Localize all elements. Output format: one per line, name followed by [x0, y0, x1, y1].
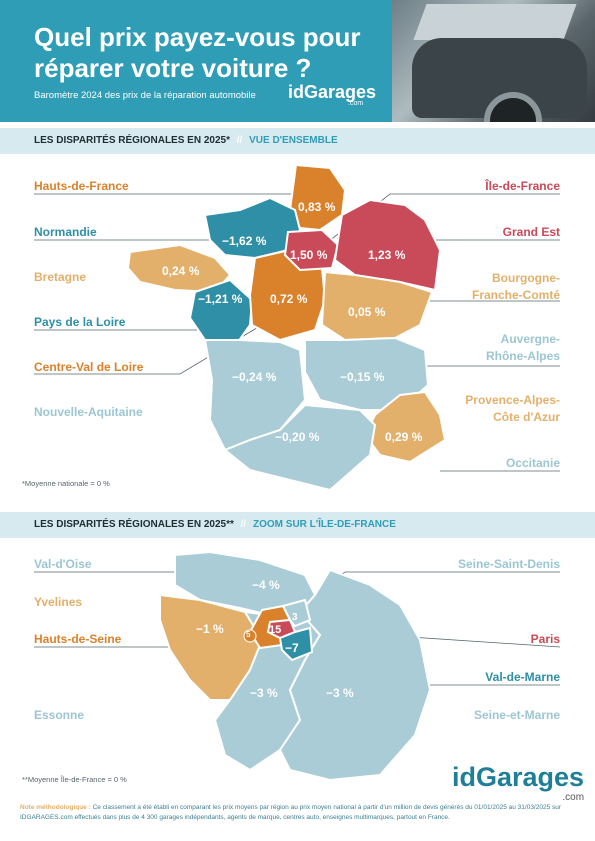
value-pays-de-la-loire: −1,21 %	[198, 292, 243, 306]
value-hauts-de-seine: 5	[246, 630, 251, 639]
label-ile-de-france: Île-de-France	[485, 179, 560, 193]
label-bretagne: Bretagne	[34, 270, 87, 284]
section1-highlight: VUE D'ENSEMBLE	[249, 135, 338, 146]
section2-separator: //	[240, 519, 247, 530]
footnote-national: *Moyenne nationale = 0 %	[22, 479, 110, 488]
label-hauts-de-france: Hauts-de-France	[34, 179, 129, 193]
value-essonne: −3 %	[250, 686, 278, 700]
dept-val-de-marne	[278, 626, 314, 662]
label-paca-line1: Provence-Alpes-	[465, 393, 560, 407]
methodology-note: Note méthodologique : Ce classement a ét…	[20, 803, 575, 823]
brand-logo-com: .com	[562, 792, 585, 803]
label-bfc-line2: Franche-Comté	[471, 288, 560, 302]
value-grand-est: 1,23 %	[368, 248, 406, 262]
label-seine-et-marne: Seine-et-Marne	[473, 708, 560, 722]
label-val-de-marne: Val-de-Marne	[485, 670, 560, 684]
label-grand-est: Grand Est	[502, 225, 560, 239]
value-seine-et-marne: −3 %	[326, 686, 354, 700]
page-title: Quel prix payez-vous pour réparer votre …	[34, 22, 384, 84]
section2-band: LES DISPARITÉS RÉGIONALES EN 2025** // Z…	[0, 512, 595, 538]
value-paris: 15	[269, 624, 282, 636]
label-yvelines: Yvelines	[34, 595, 83, 609]
value-hauts-de-france: 0,83 %	[298, 200, 336, 214]
label-seine-saint-denis: Seine-Saint-Denis	[457, 557, 560, 571]
label-pays-de-la-loire: Pays de la Loire	[34, 315, 126, 329]
label-ara-line1: Auvergne-	[500, 332, 560, 346]
dept-seine-et-marne	[278, 568, 432, 782]
methodology-title: Note méthodologique :	[20, 804, 91, 811]
region-pays-de-la-loire	[188, 278, 254, 344]
title-line2: réparer votre voiture ?	[34, 53, 312, 83]
label-occitanie: Occitanie	[505, 456, 560, 470]
value-centre-val-de-loire: 0,72 %	[270, 292, 308, 306]
label-bfc-line1: Bourgogne-	[492, 271, 560, 285]
section2-heading-text: LES DISPARITÉS RÉGIONALES EN 2025**	[34, 519, 234, 530]
logo-small-com: .com	[348, 100, 364, 107]
value-paca: 0,29 %	[385, 430, 423, 444]
section1-heading-text: LES DISPARITÉS RÉGIONALES EN 2025*	[34, 135, 230, 146]
label-paca: Provence-Alpes- Côte d'Azur	[465, 392, 560, 426]
label-normandie: Normandie	[34, 225, 97, 239]
mechanic-photo	[392, 0, 595, 122]
value-nouvelle-aquitaine: −0,24 %	[232, 370, 277, 384]
value-ile-de-france: 1,50 %	[290, 248, 328, 262]
logo-small-text: idGarages	[288, 82, 377, 102]
section1-separator: //	[236, 135, 243, 146]
header-banner: Quel prix payez-vous pour réparer votre …	[0, 0, 595, 122]
section2-heading: LES DISPARITÉS RÉGIONALES EN 2025** // Z…	[34, 519, 396, 530]
title-line1: Quel prix payez-vous pour	[34, 22, 361, 52]
label-hauts-de-seine: Hauts-de-Seine	[34, 632, 122, 646]
label-ara: Auvergne- Rhône-Alpes	[486, 331, 560, 365]
region-bfc	[320, 270, 434, 342]
label-ara-line2: Rhône-Alpes	[485, 349, 560, 363]
section1-heading: LES DISPARITÉS RÉGIONALES EN 2025* // VU…	[34, 135, 338, 146]
label-paca-line2: Côte d'Azur	[493, 410, 560, 424]
region-occitanie	[223, 403, 377, 492]
hauts-de-seine-marker	[243, 629, 257, 643]
value-ara: −0,15 %	[340, 370, 385, 384]
brand-logo: idGarages .com	[452, 762, 585, 803]
value-normandie: −1,62 %	[222, 234, 267, 248]
brand-logo-text: idGarages	[452, 762, 585, 792]
label-val-doise: Val-d'Oise	[34, 557, 92, 571]
label-nouvelle-aquitaine: Nouvelle-Aquitaine	[34, 405, 143, 419]
value-bfc: 0,05 %	[348, 305, 386, 319]
footnote-idf: **Moyenne Île-de-France = 0 %	[22, 775, 127, 784]
region-grand-est	[333, 198, 442, 292]
subtitle: Baromètre 2024 des prix de la réparation…	[34, 90, 256, 101]
label-paris: Paris	[530, 632, 560, 646]
value-val-doise: −4 %	[252, 578, 280, 592]
label-essonne: Essonne	[34, 708, 85, 722]
value-yvelines: −1 %	[196, 622, 224, 636]
value-seine-saint-denis: 3	[292, 612, 298, 623]
section1-band: LES DISPARITÉS RÉGIONALES EN 2025* // VU…	[0, 128, 595, 154]
label-centre-val-de-loire: Centre-Val de Loire	[34, 360, 144, 374]
value-bretagne: 0,24 %	[162, 264, 200, 278]
section2-highlight: ZOOM SUR L'ÎLE-DE-FRANCE	[253, 519, 396, 530]
methodology-text: Ce classement a été établi en comparant …	[20, 804, 562, 821]
region-ile-de-france	[283, 228, 340, 272]
value-val-de-marne: −7	[285, 641, 299, 655]
brand-logo-small: idGarages .com	[288, 82, 377, 107]
value-occitanie: −0,20 %	[275, 430, 320, 444]
label-bfc: Bourgogne- Franche-Comté	[472, 270, 560, 304]
